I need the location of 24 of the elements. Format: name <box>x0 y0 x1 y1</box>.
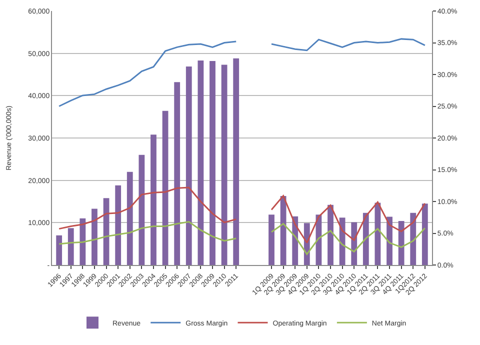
bar <box>174 82 180 265</box>
bar <box>221 64 228 265</box>
bar <box>68 228 74 265</box>
bar <box>80 218 86 265</box>
bar <box>126 172 133 265</box>
bar <box>268 214 274 265</box>
bar <box>138 154 145 265</box>
bar <box>198 60 204 265</box>
bar <box>92 208 98 265</box>
bar <box>410 212 416 265</box>
bar <box>56 235 62 265</box>
bar <box>150 134 156 265</box>
bar <box>362 212 369 265</box>
bar <box>233 58 240 265</box>
bar <box>339 218 346 265</box>
bar <box>186 66 192 265</box>
bar <box>115 185 122 265</box>
bar <box>162 110 168 265</box>
bar <box>280 196 286 265</box>
bar <box>386 216 392 265</box>
bar <box>422 204 428 265</box>
bar <box>210 60 216 265</box>
bar <box>328 204 334 265</box>
bar <box>398 220 404 265</box>
